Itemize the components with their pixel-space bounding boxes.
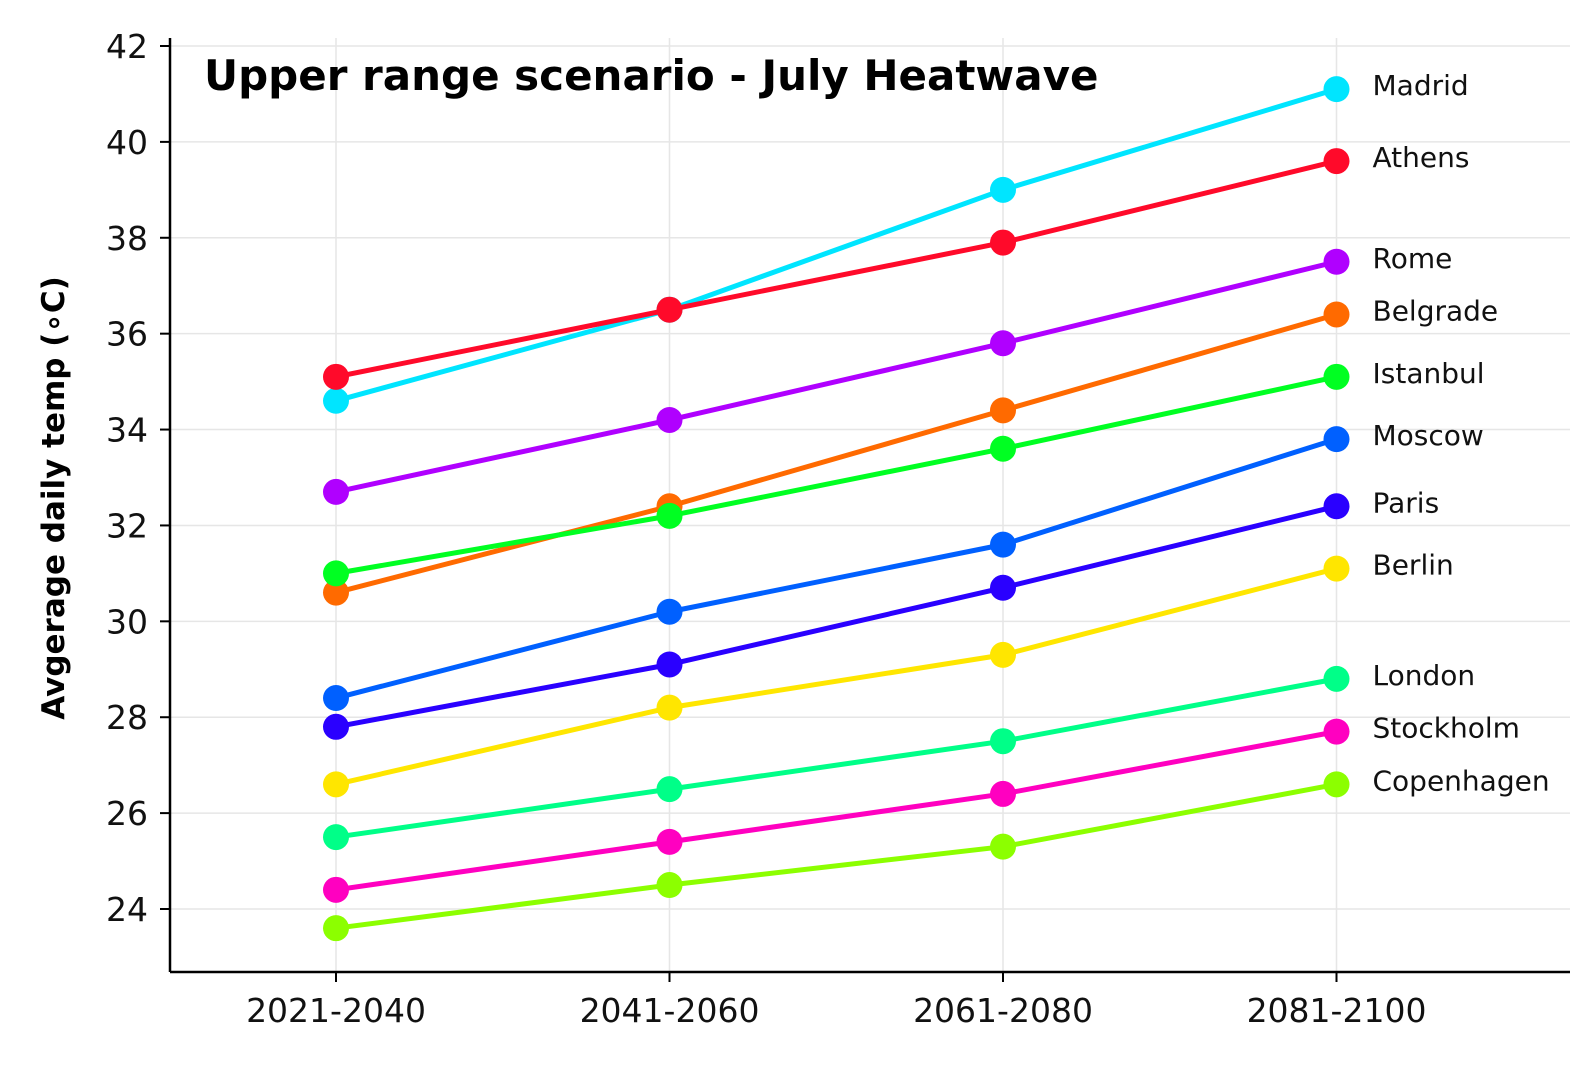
- data-point: [323, 915, 349, 942]
- series-label-berlin: Berlin: [1373, 549, 1454, 582]
- data-point: [656, 406, 683, 433]
- y-tick-label: 34: [106, 411, 148, 450]
- data-point: [990, 728, 1016, 755]
- data-point: [656, 694, 683, 721]
- data-point: [323, 387, 349, 414]
- series-madrid: [323, 76, 1350, 414]
- axes: 24 26 28 30 32 34 36 38 40 42 2021-2040 2041-2060 20…: [106, 27, 1570, 1030]
- data-point: [656, 872, 683, 899]
- series-istanbul: [323, 363, 1350, 587]
- data-point: [656, 598, 683, 625]
- data-point: [1323, 493, 1350, 520]
- x-tick-label: 2041-2060: [580, 991, 760, 1030]
- series-line: [335, 436, 1338, 701]
- series-label-copenhagen: Copenhagen: [1373, 764, 1550, 797]
- series-line: [335, 374, 1338, 576]
- series-line: [335, 676, 1337, 840]
- data-point: [990, 397, 1016, 424]
- data-point: [323, 478, 349, 505]
- data-point: [323, 824, 349, 851]
- data-point: [323, 876, 349, 903]
- y-tick-label: 40: [106, 123, 148, 162]
- series-label-moscow: Moscow: [1373, 419, 1484, 452]
- data-point: [990, 229, 1016, 256]
- data-point: [656, 828, 683, 855]
- x-tick-label: 2061-2080: [913, 991, 1093, 1030]
- data-point: [1323, 665, 1350, 692]
- series-stockholm: [323, 718, 1350, 903]
- data-point: [1323, 76, 1350, 103]
- data-point: [990, 435, 1016, 462]
- series-berlin: [323, 555, 1350, 798]
- data-point: [990, 833, 1016, 860]
- data-point: [990, 780, 1016, 807]
- data-point: [1323, 148, 1350, 175]
- y-tick-label: 42: [106, 27, 148, 66]
- data-point: [1323, 301, 1350, 328]
- series-label-rome: Rome: [1373, 242, 1453, 275]
- series-label-london: London: [1373, 659, 1476, 692]
- series-layer: [323, 76, 1350, 942]
- data-point: [990, 641, 1016, 668]
- x-tick-label: 2021-2040: [246, 991, 426, 1030]
- series-rome: [323, 248, 1350, 505]
- series-line: [335, 566, 1338, 787]
- data-point: [323, 363, 349, 390]
- data-point: [323, 579, 349, 606]
- series-line: [335, 781, 1337, 931]
- data-point: [990, 330, 1016, 357]
- y-tick-label: 30: [106, 602, 148, 641]
- data-point: [1323, 248, 1350, 275]
- series-london: [323, 665, 1350, 851]
- data-point: [1323, 718, 1350, 745]
- data-point: [656, 776, 683, 803]
- data-point: [323, 560, 349, 587]
- y-tick-label: 36: [106, 315, 148, 354]
- data-point: [1323, 555, 1350, 582]
- chart-title: Upper range scenario - July Heatwave: [204, 51, 1098, 100]
- series-label-stockholm: Stockholm: [1373, 712, 1520, 745]
- series-label-belgrade: Belgrade: [1373, 294, 1499, 327]
- series-copenhagen: [323, 771, 1350, 942]
- series-line: [335, 729, 1337, 893]
- y-axis-label: Avgerage daily temp (∘C): [36, 276, 72, 720]
- series-line: [335, 503, 1338, 730]
- series-moscow: [323, 426, 1350, 712]
- data-point: [323, 771, 349, 798]
- data-point: [990, 531, 1016, 558]
- data-point: [1323, 426, 1350, 453]
- series-label-madrid: Madrid: [1373, 69, 1469, 102]
- series-paris: [323, 493, 1350, 740]
- y-tick-label: 26: [106, 794, 148, 833]
- data-point: [323, 713, 349, 740]
- series-label-istanbul: Istanbul: [1373, 357, 1485, 390]
- x-tick-label: 2081-2100: [1247, 991, 1427, 1030]
- y-tick-label: 28: [106, 698, 148, 737]
- data-point: [656, 651, 683, 678]
- y-tick-label: 38: [106, 219, 148, 258]
- series-line: [335, 312, 1338, 595]
- y-tick-label: 32: [106, 506, 148, 545]
- y-tick-label: 24: [106, 890, 148, 929]
- data-point: [656, 502, 683, 529]
- data-point: [1323, 363, 1350, 390]
- series-athens: [323, 148, 1350, 390]
- series-line: [335, 86, 1338, 404]
- series-line: [335, 259, 1338, 495]
- data-point: [323, 685, 349, 712]
- data-point: [990, 574, 1016, 601]
- data-point: [656, 296, 683, 323]
- series-label-paris: Paris: [1373, 486, 1440, 519]
- data-point: [990, 176, 1016, 203]
- data-point: [1323, 771, 1350, 798]
- series-label-athens: Athens: [1373, 141, 1470, 174]
- series-line: [335, 158, 1338, 380]
- series-labels: Madrid Athens Rome Belgrade Istanbul Moscow Pa…: [1373, 69, 1550, 797]
